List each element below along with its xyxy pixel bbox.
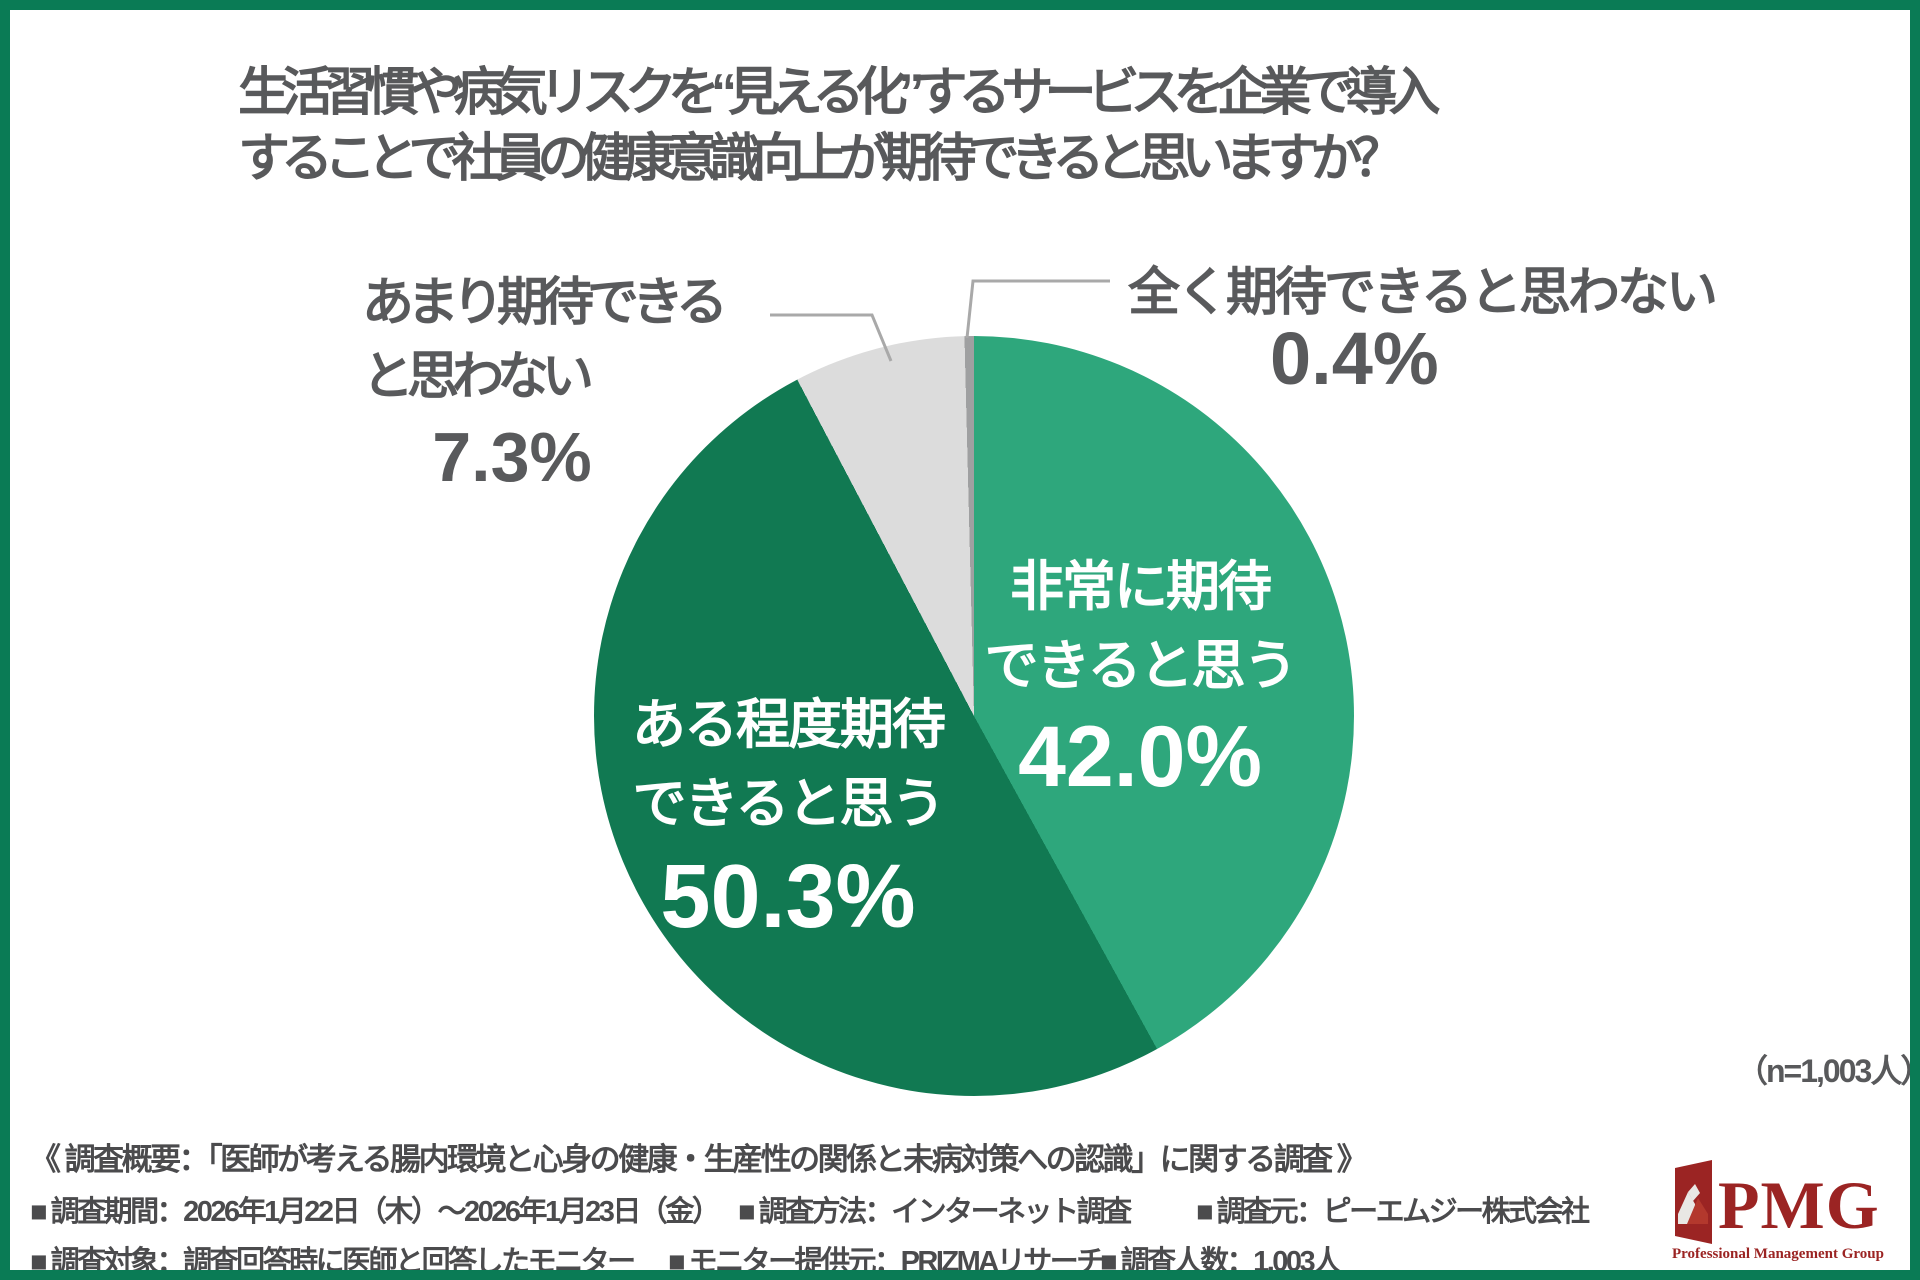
survey-source: ■ 調査元：ピーエムジー株式会社 (1196, 1196, 1590, 1228)
slice-value-somewhat: 50.3% (660, 847, 916, 947)
slice-value-not-really: 7.3% (432, 418, 592, 496)
sample-size-label: （n=1,003人） (1736, 1053, 1920, 1089)
pmg-logo-icon (1675, 1160, 1712, 1244)
chart-title: 生活習慣や病気リスクを“見える化”するサービスを企業で導入 することで社員の健康… (238, 60, 1440, 192)
chart-title-line1: 生活習慣や病気リスクを“見える化”するサービスを企業で導入 (238, 64, 1440, 122)
survey-target: ■ 調査対象：調査回答時に医師と回答したモニター (30, 1246, 636, 1278)
pmg-logo-text: PMG (1718, 1167, 1880, 1243)
slice-label-not-really-line1: あまり期待できる (362, 274, 728, 332)
survey-period: ■ 調査期間：2026年1月22日（木）～2026年1月23日（金） (30, 1196, 721, 1228)
leader-line-not-at-all (965, 279, 1110, 339)
slice-label-very-line2: できると思う (984, 636, 1298, 696)
slice-value-not-at-all: 0.4% (1270, 317, 1439, 400)
slice-label-not-really: あまり期待できる と思わない 7.3% (362, 266, 728, 496)
pie-chart (594, 336, 1354, 1096)
slice-label-not-really-line2: と思わない (362, 348, 594, 406)
slice-label-not-at-all: 全く期待できると思わない (1128, 264, 1718, 322)
pmg-logo-subtitle: Professional Management Group (1672, 1246, 1884, 1262)
slice-label-very-line1: 非常に期待 (1010, 557, 1272, 617)
survey-method: ■ 調査方法：インターネット調査 (738, 1196, 1132, 1228)
survey-monitor: ■ モニター提供元：PRIZMAリサーチ (668, 1246, 1105, 1278)
slice-label-somewhat: ある程度期待 できると思う 50.3% (558, 686, 1018, 950)
survey-participants: ■ 調査人数：1,003人 (1100, 1246, 1342, 1278)
slice-value-very: 42.0% (1018, 709, 1262, 805)
slice-label-somewhat-line2: できると思う (632, 774, 946, 834)
survey-summary: 《 調査概要：「医師が考える腸内環境と心身の健康・生産性の関係と未病対策への認識… (30, 1142, 1368, 1177)
slice-label-very: 非常に期待 できると思う 42.0% (915, 548, 1365, 808)
slice-label-somewhat-line1: ある程度期待 (632, 695, 946, 755)
chart-title-line2: することで社員の健康意識向上が期待できると思いますか？ (238, 130, 1405, 188)
